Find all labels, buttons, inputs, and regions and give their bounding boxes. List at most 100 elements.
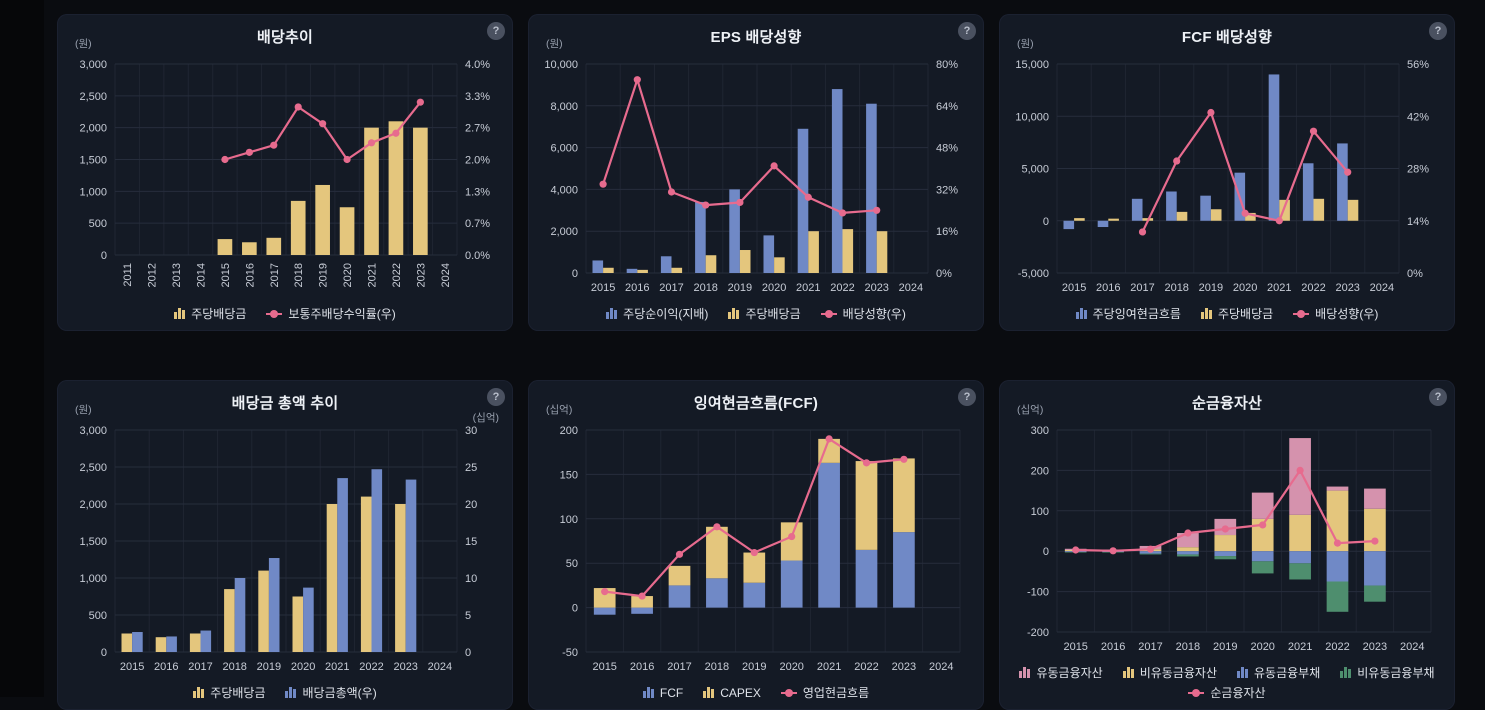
svg-text:2.0%: 2.0% — [465, 155, 490, 167]
legend-item[interactable]: 주당잉여현금흐름 — [1075, 305, 1181, 322]
svg-text:500: 500 — [89, 610, 107, 622]
chart-card-free-cash-flow: (십억) 잉여현금흐름(FCF) ? -50 0 50 100 150 200 2015 20… — [528, 380, 984, 710]
chart-title: 배당금 총액 추이 — [231, 395, 339, 412]
legend-label: CAPEX — [720, 685, 761, 700]
svg-text:2021: 2021 — [367, 263, 379, 287]
svg-text:2024: 2024 — [440, 263, 452, 287]
svg-text:2016: 2016 — [154, 661, 178, 673]
svg-text:2019: 2019 — [1213, 641, 1237, 653]
svg-text:64%: 64% — [936, 101, 958, 113]
svg-text:2,000: 2,000 — [79, 123, 107, 135]
legend-label: 유동금융부채 — [1254, 666, 1321, 680]
bar-series-icon — [193, 687, 205, 698]
legend-item[interactable]: 비유동금융자산 — [1122, 664, 1217, 681]
svg-text:2023: 2023 — [1363, 641, 1387, 653]
right-axis-unit: (십억) — [472, 412, 499, 424]
legend-item[interactable]: 순금융자산 — [1188, 684, 1266, 701]
legend-item[interactable]: 배당성향(우) — [820, 305, 906, 322]
svg-text:2016: 2016 — [1101, 641, 1125, 653]
svg-text:2.7%: 2.7% — [465, 123, 490, 135]
legend-label: 주당배당금 — [1217, 307, 1274, 321]
svg-text:200: 200 — [560, 425, 578, 437]
svg-text:-100: -100 — [1027, 587, 1049, 599]
svg-text:200: 200 — [1031, 465, 1049, 477]
legend-item[interactable]: 비유동금융부채 — [1340, 664, 1435, 681]
svg-text:14%: 14% — [1407, 216, 1429, 228]
legend-label: 순금융자산 — [1210, 686, 1266, 700]
legend-item[interactable]: 주당배당금 — [193, 684, 265, 701]
legend-item[interactable]: 주당배당금 — [1200, 305, 1274, 322]
legend-item[interactable]: 유동금융부채 — [1237, 664, 1320, 681]
chart-legend: FCF CAPEX 영업현금흐름 — [536, 680, 976, 710]
svg-text:2017: 2017 — [1138, 641, 1162, 653]
svg-text:1,500: 1,500 — [79, 155, 107, 167]
svg-text:2021: 2021 — [325, 661, 349, 673]
svg-text:5,000: 5,000 — [1021, 164, 1049, 176]
svg-text:2021: 2021 — [1288, 641, 1312, 653]
svg-text:2015: 2015 — [591, 282, 615, 294]
svg-text:0: 0 — [101, 647, 107, 659]
chart-canvas: -50 0 50 100 150 200 2015 2016 2017 2018 2019 2020 2… — [560, 425, 961, 673]
legend-item[interactable]: 배당금총액(우) — [285, 684, 377, 701]
svg-text:300: 300 — [1031, 425, 1049, 437]
svg-text:0: 0 — [572, 268, 578, 280]
legend-item[interactable]: 배당성향(우) — [1293, 305, 1378, 322]
svg-text:-200: -200 — [1027, 627, 1049, 639]
legend-label: 배당성향(우) — [1315, 307, 1379, 321]
svg-text:1,000: 1,000 — [79, 573, 107, 585]
svg-text:150: 150 — [560, 469, 578, 481]
bar-series-icon — [1019, 667, 1031, 678]
svg-text:2021: 2021 — [817, 661, 841, 673]
help-icon[interactable]: ? — [1429, 22, 1447, 40]
svg-text:2023: 2023 — [864, 282, 888, 294]
svg-text:3.3%: 3.3% — [465, 91, 490, 103]
svg-text:2022: 2022 — [391, 263, 403, 287]
svg-text:2018: 2018 — [705, 661, 729, 673]
left-axis-unit: (원) — [75, 38, 92, 50]
chart-card-dividend-total-trend: (원) 배당금 총액 추이 (십억) ? 0 500 1,000 1,500 2,000… — [57, 380, 513, 710]
help-icon[interactable]: ? — [1429, 388, 1447, 406]
svg-text:2015: 2015 — [1062, 282, 1086, 294]
chart-header: (원) EPS 배당성향 — [536, 22, 976, 54]
bar-series-icon — [642, 687, 654, 698]
legend-item[interactable]: 주당순이익(지배) — [606, 305, 708, 322]
svg-text:2020: 2020 — [291, 661, 315, 673]
svg-text:3,000: 3,000 — [79, 425, 107, 437]
legend-item[interactable]: CAPEX — [703, 686, 761, 700]
legend-item[interactable]: FCF — [642, 686, 683, 700]
svg-text:0%: 0% — [936, 268, 952, 280]
chart-header: (십억) 잉여현금흐름(FCF) — [536, 388, 976, 420]
legend-label: 배당성향(우) — [842, 307, 906, 321]
svg-text:2016: 2016 — [1096, 282, 1120, 294]
svg-text:100: 100 — [1031, 506, 1049, 518]
svg-text:2020: 2020 — [762, 282, 786, 294]
svg-text:2024: 2024 — [428, 661, 452, 673]
help-icon[interactable]: ? — [958, 388, 976, 406]
svg-text:15: 15 — [465, 536, 477, 548]
svg-text:2017: 2017 — [188, 661, 212, 673]
legend-item[interactable]: 영업현금흐름 — [780, 684, 869, 701]
help-icon[interactable]: ? — [487, 388, 505, 406]
chart-canvas: -200 -100 0 100 200 300 2015 2016 2017 2018 2019 20… — [1027, 425, 1432, 653]
svg-text:2019: 2019 — [257, 661, 281, 673]
legend-item[interactable]: 보통주배당수익률(우) — [266, 305, 396, 322]
help-icon[interactable]: ? — [487, 22, 505, 40]
svg-text:2019: 2019 — [742, 661, 766, 673]
svg-text:0.7%: 0.7% — [465, 218, 490, 230]
svg-text:2023: 2023 — [393, 661, 417, 673]
svg-text:2017: 2017 — [269, 263, 281, 287]
help-icon[interactable]: ? — [958, 22, 976, 40]
legend-item[interactable]: 주당배당금 — [174, 305, 246, 322]
svg-text:2022: 2022 — [359, 661, 383, 673]
legend-item[interactable]: 유동금융자산 — [1019, 664, 1103, 681]
svg-text:2022: 2022 — [1325, 641, 1349, 653]
svg-text:20: 20 — [465, 499, 477, 511]
chart-canvas: 0 500 1,000 1,500 2,000 2,500 3,000 0.0% 0.7% 1.3… — [79, 59, 490, 287]
line-series-icon — [780, 687, 797, 698]
svg-text:2024: 2024 — [929, 661, 953, 673]
legend-item[interactable]: 주당배당금 — [728, 305, 801, 322]
chart-legend: 주당배당금 보통주배당수익률(우) — [65, 301, 505, 331]
line-series-icon — [1188, 687, 1205, 698]
chart-card-fcf-payout: (원) FCF 배당성향 ? -5,000 0 5,000 10,000 15,000 0… — [999, 14, 1455, 331]
svg-text:2015: 2015 — [120, 661, 144, 673]
